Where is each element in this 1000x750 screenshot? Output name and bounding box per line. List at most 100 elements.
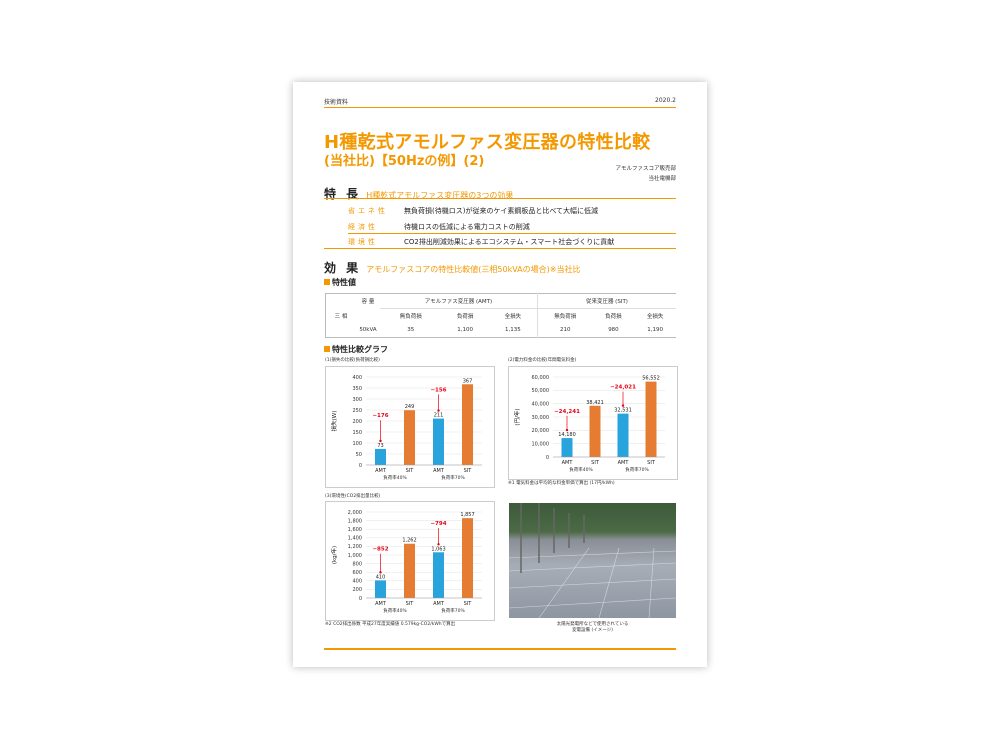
bar bbox=[617, 413, 629, 457]
y-tick-label: 30,000 bbox=[532, 415, 550, 421]
diff-arrowhead bbox=[437, 409, 440, 412]
footer-divider bbox=[324, 648, 676, 650]
divider bbox=[324, 107, 676, 108]
y-tick-label: 1,600 bbox=[348, 527, 362, 533]
effect-lead: アモルファスコアの特性比較値(三相50kVAの場合)※当社比 bbox=[366, 265, 581, 274]
y-tick-label: 1,800 bbox=[348, 518, 362, 524]
y-axis-label: (kg/年) bbox=[330, 546, 338, 564]
diff-label: −24,241 bbox=[554, 409, 580, 415]
x-tick-label: AMT bbox=[433, 601, 445, 607]
diff-arrowhead bbox=[565, 428, 569, 432]
y-axis-label: 損失(W) bbox=[330, 411, 338, 432]
y-tick-label: 40,000 bbox=[532, 401, 550, 407]
x-tick-label: AMT bbox=[618, 460, 630, 466]
data-label: 1,063 bbox=[431, 546, 445, 552]
diff-arrowhead bbox=[379, 439, 382, 443]
x-tick-label: SIT bbox=[591, 460, 600, 466]
x-tick-label: AMT bbox=[375, 468, 387, 474]
feature-row: 経済性 待機ロスの低減による電力コストの削減 bbox=[348, 223, 530, 231]
bar bbox=[375, 448, 386, 465]
data-label: 1,857 bbox=[460, 512, 474, 518]
chart-title: (3)環境性(CO2排出量比較) bbox=[325, 494, 381, 499]
bar bbox=[375, 580, 386, 598]
y-tick-label: 400 bbox=[352, 579, 362, 585]
x-tick-label: SIT bbox=[464, 468, 473, 474]
features-lead: H種乾式アモルファス変圧器の3つの効果 bbox=[366, 191, 514, 200]
data-label: 410 bbox=[376, 574, 386, 580]
y-tick-label: 400 bbox=[352, 375, 362, 381]
y-tick-label: 300 bbox=[352, 397, 362, 403]
group-label: 負荷率70% bbox=[441, 474, 465, 481]
dept-name: アモルファスコア販売部 bbox=[615, 166, 676, 172]
y-tick-label: 350 bbox=[352, 386, 362, 392]
divider bbox=[324, 198, 676, 199]
y-tick-label: 50 bbox=[356, 452, 362, 458]
bar bbox=[462, 384, 473, 465]
y-tick-label: 2,000 bbox=[348, 510, 362, 516]
x-tick-label: AMT bbox=[562, 460, 574, 466]
spec-table: 三 相容 量アモルファス変圧器 (AMT) 従来変圧器 (SIT) 無負荷損 負荷損… bbox=[325, 293, 676, 338]
data-label: 73 bbox=[377, 443, 383, 449]
x-tick-label: SIT bbox=[464, 601, 473, 607]
bar bbox=[404, 543, 415, 598]
y-tick-label: 200 bbox=[352, 419, 362, 425]
bar bbox=[462, 518, 473, 598]
y-tick-label: 250 bbox=[352, 408, 362, 414]
bar bbox=[433, 418, 444, 465]
y-tick-label: 600 bbox=[352, 570, 362, 576]
table-heading: 特性値 bbox=[324, 277, 356, 288]
data-label: 211 bbox=[434, 413, 444, 419]
x-tick-label: AMT bbox=[375, 601, 387, 607]
y-tick-label: 150 bbox=[352, 430, 362, 436]
y-axis-label: (円/年) bbox=[513, 408, 521, 425]
y-tick-label: 0 bbox=[359, 596, 362, 602]
document-page: 技術資料 2020.2 H種乾式アモルファス変圧器の特性比較 (当社比)【50H… bbox=[293, 82, 707, 667]
group-label: 負荷率40% bbox=[383, 474, 407, 481]
group-label: 負荷率70% bbox=[441, 607, 465, 614]
co2-chart: 0 200 400 600 800 1,000 1,200 1,400 1,600 1,800 2,… bbox=[330, 510, 482, 614]
bar bbox=[404, 410, 415, 465]
y-tick-label: 1,200 bbox=[348, 544, 362, 550]
photo-caption: 変電設備 (イメージ) bbox=[572, 628, 613, 633]
chart-note: ※1 電気料金は平均的な料金単価で算出 (17円/kWh) bbox=[508, 481, 615, 486]
doc-date: 2020.2 bbox=[655, 97, 676, 104]
feature-row: 環境性 CO2排出削減効果によるエコシステム・スマート社会づくりに貢献 bbox=[348, 238, 615, 246]
y-tick-label: 200 bbox=[352, 587, 362, 593]
y-tick-label: 10,000 bbox=[532, 441, 550, 447]
x-tick-label: AMT bbox=[433, 468, 445, 474]
graphs-heading: 特性比較グラフ bbox=[324, 344, 388, 355]
y-tick-label: 800 bbox=[352, 561, 362, 567]
features-heading: 特 長 bbox=[324, 187, 362, 201]
bar bbox=[645, 381, 657, 457]
group-label: 負荷率70% bbox=[625, 466, 649, 473]
diff-arrowhead bbox=[379, 571, 382, 574]
y-tick-label: 100 bbox=[352, 441, 362, 447]
data-label: 38,421 bbox=[586, 400, 604, 406]
dept-name: 当社電機部 bbox=[648, 176, 676, 182]
y-tick-label: 1,400 bbox=[348, 536, 362, 542]
x-tick-label: SIT bbox=[647, 460, 656, 466]
solar-plant-photo bbox=[509, 503, 676, 618]
page-title: H種乾式アモルファス変圧器の特性比較 bbox=[324, 132, 651, 153]
bar bbox=[561, 438, 573, 457]
diff-label: −156 bbox=[430, 387, 446, 393]
chart-note: ※2 CO2排出係数 平成27年度実績値 0.579kg-CO2/kWhで算出 bbox=[325, 622, 456, 627]
bar bbox=[433, 552, 444, 598]
diff-label: −794 bbox=[430, 521, 446, 527]
data-label: 14,180 bbox=[558, 432, 576, 438]
y-tick-label: 20,000 bbox=[532, 428, 550, 434]
photo-caption: 太陽光発電所などで使用されている bbox=[556, 622, 629, 627]
y-tick-label: 0 bbox=[546, 455, 549, 461]
y-tick-label: 60,000 bbox=[532, 375, 550, 381]
diff-arrowhead bbox=[621, 404, 625, 407]
data-label: 249 bbox=[405, 404, 415, 410]
x-tick-label: SIT bbox=[406, 601, 415, 607]
data-label: 56,552 bbox=[642, 376, 660, 382]
group-label: 負荷率40% bbox=[569, 466, 593, 473]
feature-row: 省エネ性 無負荷損(待機ロス)が従来のケイ素鋼板品と比べて大幅に低減 bbox=[348, 207, 599, 215]
data-label: 32,531 bbox=[614, 408, 632, 414]
y-tick-label: 1,000 bbox=[348, 553, 362, 559]
cost-chart: 0 10,000 20,000 30,000 40,000 50,000 60,000 (円/… bbox=[513, 375, 665, 473]
data-label: 367 bbox=[463, 378, 473, 384]
y-tick-label: 50,000 bbox=[532, 388, 550, 394]
